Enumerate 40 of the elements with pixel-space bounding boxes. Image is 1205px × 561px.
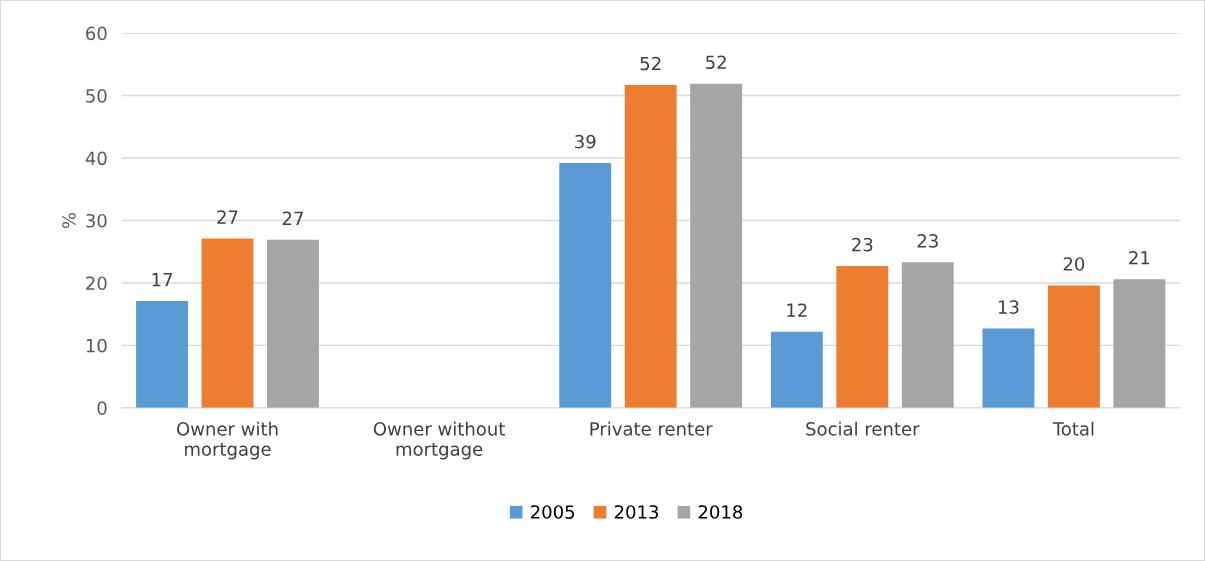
legend-label: 2005: [531, 505, 575, 519]
y-tick-label: 50: [86, 89, 107, 103]
bar: [770, 331, 823, 408]
bar: [836, 266, 889, 408]
bar: [1113, 279, 1166, 408]
legend-label: 2013: [614, 505, 659, 519]
y-tick-label: 0: [97, 401, 107, 415]
data-label: 52: [640, 56, 661, 71]
data-label: 23: [917, 234, 938, 248]
data-label: 20: [1063, 257, 1085, 271]
x-tick-label: Owner with mortgage: [177, 421, 278, 460]
x-tick-label: Total: [1052, 421, 1094, 436]
bar: [559, 163, 612, 408]
y-tick-label: 20: [86, 276, 107, 291]
bar: [201, 238, 254, 408]
data-label: 27: [282, 211, 303, 225]
y-tick-label: 30: [86, 213, 107, 228]
bar: [901, 262, 954, 408]
bar: [624, 84, 677, 408]
legend-label: 2018: [698, 505, 743, 519]
bar: [136, 301, 189, 408]
bar: [1047, 285, 1100, 408]
bar: [982, 328, 1035, 408]
y-tick-label: 40: [85, 151, 107, 166]
data-label: 17: [152, 273, 172, 287]
data-label: 52: [706, 55, 726, 70]
data-label: 39: [575, 134, 596, 149]
data-label: 13: [998, 300, 1019, 314]
data-label: 12: [787, 303, 807, 317]
data-label: 27: [217, 210, 238, 224]
x-tick-label: Private renter: [590, 421, 713, 436]
y-tick-label: 10: [86, 338, 107, 353]
bar: [690, 83, 743, 408]
x-tick-label: Owner without mortgage: [373, 421, 505, 460]
data-label: 23: [852, 237, 873, 252]
data-label: 21: [1129, 250, 1150, 265]
bar: [267, 239, 319, 408]
x-tick-label: Social renter: [806, 421, 920, 436]
y-tick-label: 60: [86, 26, 107, 41]
y-axis-title: %: [62, 212, 76, 229]
